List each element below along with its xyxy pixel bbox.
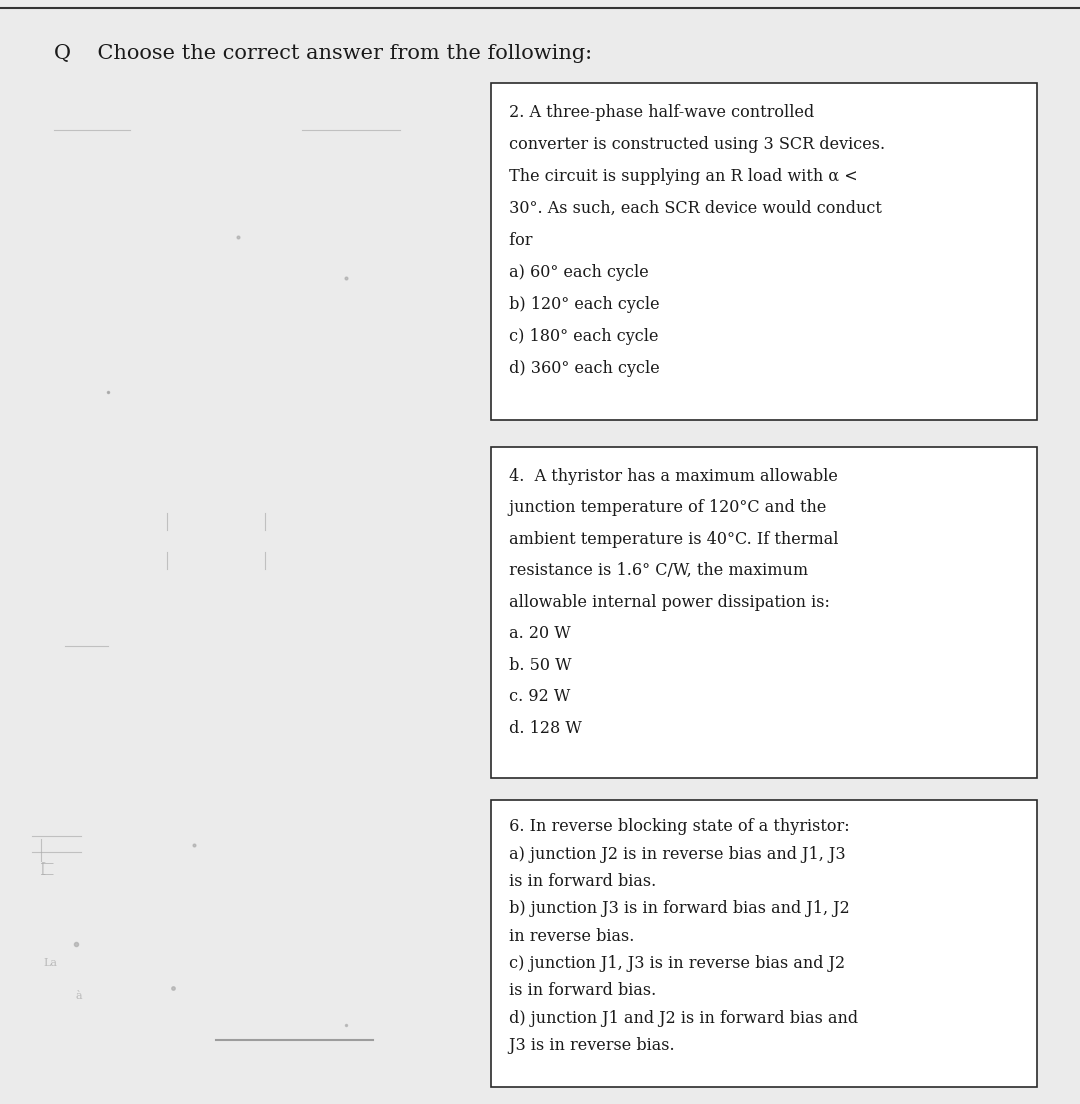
FancyBboxPatch shape: [491, 83, 1037, 420]
Text: La: La: [43, 958, 57, 968]
Text: Q    Choose the correct answer from the following:: Q Choose the correct answer from the fol…: [54, 44, 592, 63]
Text: b) 120° each cycle: b) 120° each cycle: [504, 296, 660, 314]
Text: is in forward bias.: is in forward bias.: [504, 873, 657, 890]
Text: 30°. As such, each SCR device would conduct: 30°. As such, each SCR device would cond…: [504, 200, 882, 216]
Text: c) junction J1, J3 is in reverse bias and J2: c) junction J1, J3 is in reverse bias an…: [504, 955, 846, 972]
FancyBboxPatch shape: [491, 447, 1037, 778]
Text: 2. A three-phase half-wave controlled: 2. A three-phase half-wave controlled: [504, 104, 814, 120]
Text: d. 128 W: d. 128 W: [504, 720, 582, 737]
Text: ambient temperature is 40°C. If thermal: ambient temperature is 40°C. If thermal: [504, 531, 839, 548]
Text: ―: ―: [41, 857, 54, 870]
Text: a. 20 W: a. 20 W: [504, 625, 571, 643]
Text: 4.  A thyristor has a maximum allowable: 4. A thyristor has a maximum allowable: [504, 468, 838, 485]
Text: J3 is in reverse bias.: J3 is in reverse bias.: [504, 1037, 675, 1054]
Text: converter is constructed using 3 SCR devices.: converter is constructed using 3 SCR dev…: [504, 136, 886, 152]
Text: c. 92 W: c. 92 W: [504, 689, 570, 705]
Text: a) junction J2 is in reverse bias and J1, J3: a) junction J2 is in reverse bias and J1…: [504, 846, 846, 862]
Text: junction temperature of 120°C and the: junction temperature of 120°C and the: [504, 499, 826, 517]
Text: [: [: [41, 861, 46, 875]
Text: in reverse bias.: in reverse bias.: [504, 927, 635, 945]
Text: resistance is 1.6° C/W, the maximum: resistance is 1.6° C/W, the maximum: [504, 562, 809, 580]
Text: b) junction J3 is in forward bias and J1, J2: b) junction J3 is in forward bias and J1…: [504, 900, 850, 917]
Text: allowable internal power dissipation is:: allowable internal power dissipation is:: [504, 594, 831, 611]
Text: ―: ―: [41, 868, 54, 881]
Text: 6. In reverse blocking state of a thyristor:: 6. In reverse blocking state of a thyris…: [504, 818, 850, 835]
Text: for: for: [504, 232, 532, 248]
Text: à: à: [76, 991, 82, 1001]
Text: a) 60° each cycle: a) 60° each cycle: [504, 264, 649, 282]
Text: is in forward bias.: is in forward bias.: [504, 983, 657, 999]
Text: d) 360° each cycle: d) 360° each cycle: [504, 360, 660, 378]
FancyBboxPatch shape: [491, 800, 1037, 1087]
Text: The circuit is supplying an R load with α <: The circuit is supplying an R load with …: [504, 168, 859, 184]
Text: c) 180° each cycle: c) 180° each cycle: [504, 328, 659, 346]
Text: d) junction J1 and J2 is in forward bias and: d) junction J1 and J2 is in forward bias…: [504, 1009, 859, 1027]
Text: b. 50 W: b. 50 W: [504, 657, 572, 673]
